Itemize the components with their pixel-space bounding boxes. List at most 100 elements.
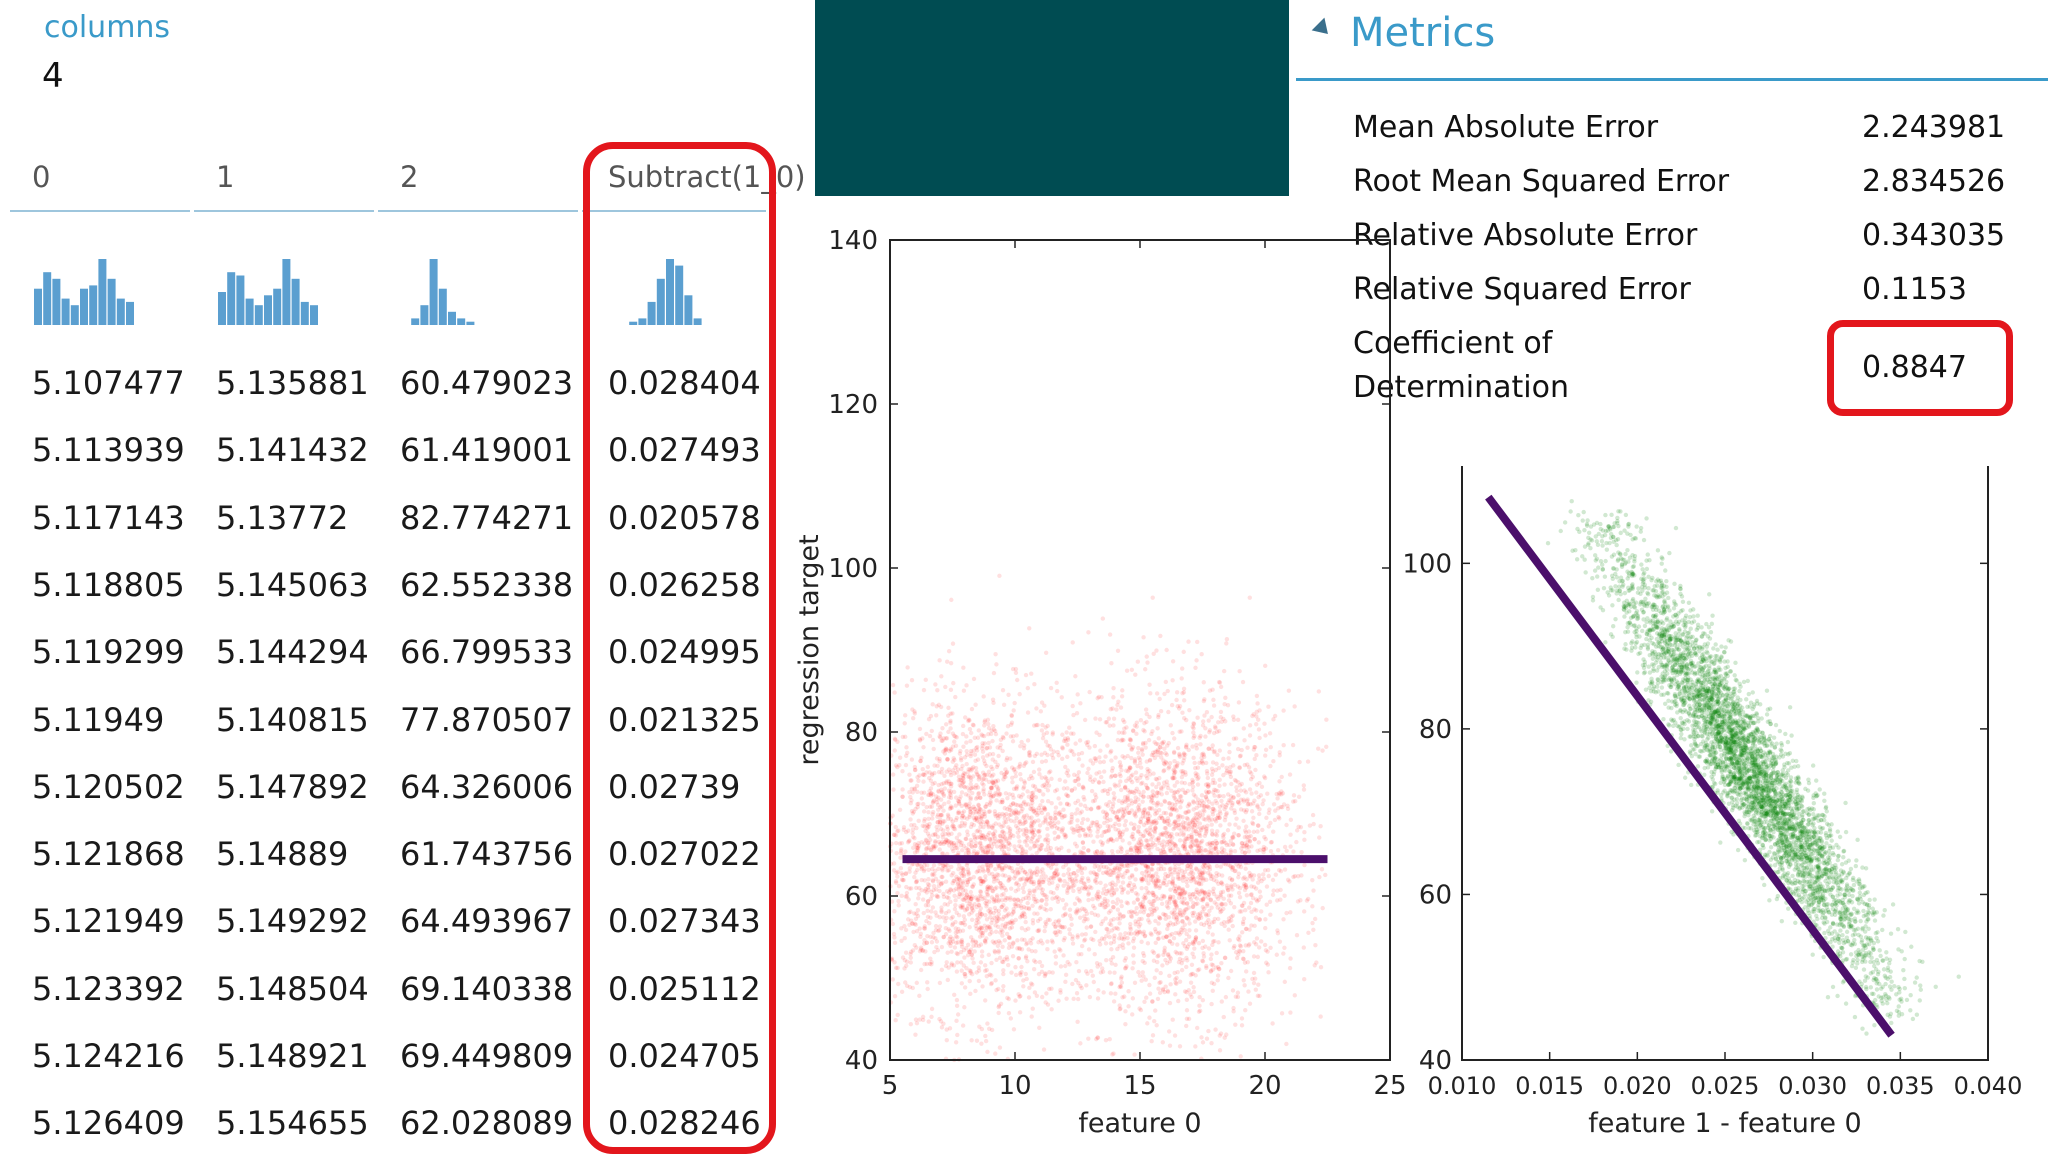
histogram-bar (466, 322, 474, 325)
table-cell: 5.117143 (32, 499, 185, 537)
histogram-bar (117, 299, 125, 325)
histogram-bar (126, 302, 134, 325)
histogram-column-1[interactable] (218, 255, 328, 327)
y-tick-label: 60 (1419, 880, 1452, 910)
histogram-column-2[interactable] (402, 255, 512, 327)
histogram-bar (439, 289, 447, 325)
y-tick-label: 80 (1419, 715, 1452, 745)
x-axis-label: feature 0 (1078, 1108, 1201, 1139)
y-tick-label: 100 (1402, 549, 1452, 579)
table-cell: 5.141432 (216, 431, 369, 469)
x-tick-label: 0.030 (1778, 1072, 1847, 1100)
table-cell: 61.743756 (400, 835, 573, 873)
table-cell: 64.326006 (400, 768, 573, 806)
histogram-bar (448, 312, 456, 325)
table-cell: 62.552338 (400, 566, 573, 604)
table-cell: 5.147892 (216, 768, 369, 806)
histogram-bar (411, 318, 419, 325)
columns-count: 4 (42, 56, 64, 96)
histogram-column-0[interactable] (34, 255, 144, 327)
table-cell: 5.148921 (216, 1037, 369, 1075)
metric-label-mae: Mean Absolute Error (1353, 106, 1658, 150)
table-cell: 5.120502 (32, 768, 185, 806)
histogram-bar (218, 292, 226, 325)
x-tick-label: 20 (1248, 1071, 1281, 1101)
metric-value-mae: 2.243981 (1862, 106, 2005, 150)
table-cell: 5.154655 (216, 1104, 369, 1142)
y-tick-label: 100 (828, 554, 878, 584)
table-cell: 82.774271 (400, 499, 573, 537)
table-cell: 5.126409 (32, 1104, 185, 1142)
scatter-points (1546, 499, 1961, 1036)
scatter-points (888, 574, 1329, 1062)
x-tick-label: 10 (998, 1071, 1031, 1101)
metric-value-rmse: 2.834526 (1862, 160, 2005, 204)
histogram-bar (420, 305, 428, 325)
histogram-bar (89, 285, 97, 325)
table-cell: 62.028089 (400, 1104, 573, 1142)
metric-label-rmse: Root Mean Squared Error (1353, 160, 1729, 204)
table-cell: 5.140815 (216, 701, 369, 739)
column-header-2[interactable]: 2 (400, 160, 418, 194)
histogram-bar (430, 259, 438, 325)
histogram-bar (62, 299, 70, 325)
x-axis-label: feature 1 - feature 0 (1588, 1108, 1861, 1139)
highlight-box (583, 142, 776, 1154)
y-tick-label: 60 (845, 882, 878, 912)
regression-line (1488, 497, 1891, 1035)
metric-value-rae: 0.343035 (1862, 214, 2005, 258)
x-tick-label: 0.035 (1866, 1072, 1935, 1100)
table-cell: 5.118805 (32, 566, 185, 604)
table-cell: 5.149292 (216, 902, 369, 940)
histogram-bar (292, 279, 300, 325)
table-cell: 5.14889 (216, 835, 348, 873)
table-cell: 5.145063 (216, 566, 369, 604)
table-cell: 5.148504 (216, 970, 369, 1008)
histogram-bar (310, 305, 318, 325)
column-header-0[interactable]: 0 (32, 160, 50, 194)
x-tick-label: 0.040 (1954, 1072, 2023, 1100)
histogram-bar (457, 318, 465, 325)
table-cell: 69.449809 (400, 1037, 573, 1075)
histogram-bar (255, 305, 263, 325)
dark-panel (815, 0, 1289, 196)
table-cell: 5.123392 (32, 970, 185, 1008)
collapse-caret-icon[interactable] (1312, 18, 1335, 41)
x-tick-label: 0.020 (1603, 1072, 1672, 1100)
metric-value-rse: 0.1153 (1862, 268, 1967, 312)
table-cell: 60.479023 (400, 364, 573, 402)
header-underline (194, 210, 374, 212)
x-tick-label: 0.025 (1691, 1072, 1760, 1100)
histogram-bar (282, 259, 290, 325)
histogram-bar (52, 279, 60, 325)
histogram-bar (246, 299, 254, 325)
table-cell: 5.144294 (216, 633, 369, 671)
histogram-bar (71, 305, 79, 325)
header-underline (378, 210, 578, 212)
metrics-title[interactable]: Metrics (1350, 10, 1495, 56)
column-header-1[interactable]: 1 (216, 160, 234, 194)
histogram-bar (227, 272, 235, 325)
table-cell: 5.119299 (32, 633, 185, 671)
y-tick-label: 40 (845, 1046, 878, 1076)
table-cell: 5.107477 (32, 364, 185, 402)
table-cell: 5.11949 (32, 701, 164, 739)
histogram-bar (80, 289, 88, 325)
y-axis-label: regression target (794, 534, 825, 765)
table-cell: 5.113939 (32, 431, 185, 469)
table-cell: 69.140338 (400, 970, 573, 1008)
table-cell: 5.124216 (32, 1037, 185, 1075)
table-cell: 5.13772 (216, 499, 348, 537)
table-cell: 5.121868 (32, 835, 185, 873)
histogram-bar (301, 302, 309, 325)
y-tick-label: 120 (828, 390, 878, 420)
x-tick-label: 0.010 (1428, 1072, 1497, 1100)
table-cell: 77.870507 (400, 701, 573, 739)
y-tick-label: 40 (1419, 1046, 1452, 1076)
histogram-bar (43, 272, 51, 325)
histogram-bar (236, 276, 244, 326)
histogram-bar (34, 289, 42, 325)
table-cell: 61.419001 (400, 431, 573, 469)
